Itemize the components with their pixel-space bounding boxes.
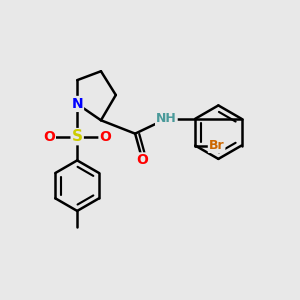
Text: N: N: [71, 97, 83, 111]
Text: NH: NH: [156, 112, 177, 125]
Text: Br: Br: [209, 139, 224, 152]
Text: O: O: [136, 153, 148, 167]
Text: S: S: [72, 129, 83, 144]
Text: O: O: [43, 130, 55, 144]
Text: O: O: [100, 130, 111, 144]
